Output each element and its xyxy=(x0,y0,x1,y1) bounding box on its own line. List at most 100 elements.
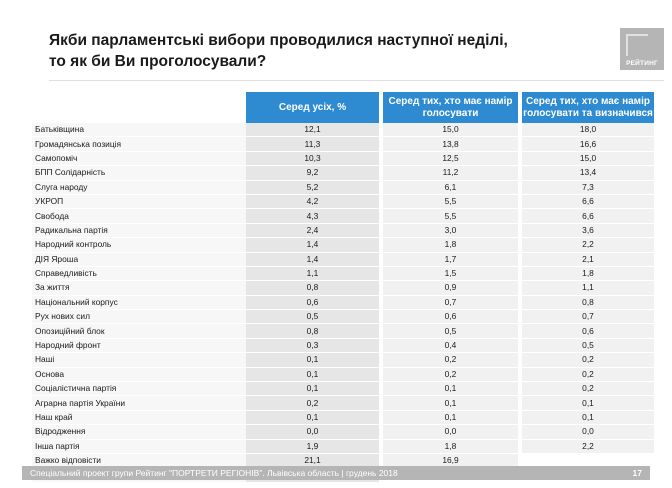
column-header-all: Серед усіх, % xyxy=(246,92,383,123)
value-decided-cell: 0,0 xyxy=(520,424,654,440)
party-name-cell: Національний корпус xyxy=(32,295,246,311)
table-row: Національний корпус 0,6 0,7 0,8 xyxy=(32,295,654,311)
value-decided-cell: 1,1 xyxy=(520,280,654,296)
table-row: Народний контроль 1,4 1,8 2,2 xyxy=(32,237,654,253)
value-decided-cell: 15,0 xyxy=(520,151,654,167)
value-voters-cell: 0,6 xyxy=(381,309,522,325)
table-row: Радикальна партія 2,4 3,0 3,6 xyxy=(32,223,654,239)
party-name-cell: Справедливість xyxy=(32,266,246,282)
page-number: 17 xyxy=(632,468,642,478)
value-decided-cell: 0,7 xyxy=(520,309,654,325)
value-all-cell: 0,0 xyxy=(246,424,383,440)
party-name-cell: Свобода xyxy=(32,208,246,224)
value-decided-cell: 2,2 xyxy=(520,439,654,454)
party-name-cell: ДІЯ Яроша xyxy=(32,252,246,267)
value-all-cell: 2,4 xyxy=(246,223,383,239)
footer-text: Спеціальний проект групи Рейтинг "ПОРТРЕ… xyxy=(30,468,398,478)
value-voters-cell: 0,1 xyxy=(381,381,522,397)
party-name-cell: БПП Солідарність xyxy=(32,165,246,181)
table-row: Наш край 0,1 0,1 0,1 xyxy=(32,410,654,426)
value-decided-cell: 6,6 xyxy=(520,194,654,210)
table-row: Відродження 0,0 0,0 0,0 xyxy=(32,424,654,440)
value-decided-cell: 0,1 xyxy=(520,410,654,426)
value-voters-cell: 0,4 xyxy=(381,338,522,354)
value-decided-cell: 16,6 xyxy=(520,136,654,152)
table-row: Батьківщина 12,1 15,0 18,0 xyxy=(32,123,654,138)
value-all-cell: 0,6 xyxy=(246,295,383,311)
value-all-cell: 0,1 xyxy=(246,381,383,397)
value-decided-cell: 0,6 xyxy=(520,323,654,339)
table-row: Інша партія 1,9 1,8 2,2 xyxy=(32,439,654,454)
party-name-cell: Громадянська позиція xyxy=(32,136,246,152)
poll-table: Серед усіх, % Серед тих, хто має намір г… xyxy=(32,92,654,483)
value-all-cell: 0,1 xyxy=(246,410,383,426)
value-decided-cell: 13,4 xyxy=(520,165,654,181)
value-decided-cell: 0,1 xyxy=(520,395,654,411)
value-all-cell: 0,1 xyxy=(246,367,383,383)
value-all-cell: 12,1 xyxy=(246,123,383,138)
table-row: Опозиційний блок 0,8 0,5 0,6 xyxy=(32,323,654,339)
column-header-decided: Серед тих, хто має намір голосувати та в… xyxy=(520,92,654,123)
slide-title: Якби парламентські вибори проводилися на… xyxy=(49,32,508,70)
party-name-cell: Аграрна партія України xyxy=(32,395,246,411)
value-all-cell: 1,1 xyxy=(246,266,383,282)
table-row: Свобода 4,3 5,5 6,6 xyxy=(32,208,654,224)
value-voters-cell: 5,5 xyxy=(381,194,522,210)
value-decided-cell: 0,2 xyxy=(520,367,654,383)
party-name-cell: УКРОП xyxy=(32,194,246,210)
party-name-cell: Наш край xyxy=(32,410,246,426)
value-voters-cell: 3,0 xyxy=(381,223,522,239)
table-row: Справедливість 1,1 1,5 1,8 xyxy=(32,266,654,282)
value-all-cell: 0,3 xyxy=(246,338,383,354)
table-row: Аграрна партія України 0,2 0,1 0,1 xyxy=(32,395,654,411)
value-voters-cell: 0,9 xyxy=(381,280,522,296)
value-decided-cell: 0,2 xyxy=(520,381,654,397)
value-all-cell: 0,1 xyxy=(246,352,383,368)
table-row: За життя 0,8 0,9 1,1 xyxy=(32,280,654,296)
value-all-cell: 0,2 xyxy=(246,395,383,411)
rating-logo: РЕЙТИНГ xyxy=(620,28,664,70)
value-all-cell: 5,2 xyxy=(246,180,383,195)
value-all-cell: 0,8 xyxy=(246,323,383,339)
value-all-cell: 0,8 xyxy=(246,280,383,296)
value-decided-cell: 18,0 xyxy=(520,123,654,138)
table-row: Соціалістична партія 0,1 0,1 0,2 xyxy=(32,381,654,397)
value-voters-cell: 12,5 xyxy=(381,151,522,167)
value-voters-cell: 15,0 xyxy=(381,123,522,138)
value-all-cell: 1,4 xyxy=(246,237,383,253)
table-row: ДІЯ Яроша 1,4 1,7 2,1 xyxy=(32,252,654,267)
table-row: Самопоміч 10,3 12,5 15,0 xyxy=(32,151,654,167)
party-name-cell: Важко відповісти xyxy=(32,453,246,469)
party-name-cell: Інша партія xyxy=(32,439,246,454)
value-voters-cell: 5,5 xyxy=(381,208,522,224)
party-name-cell: Слуга народу xyxy=(32,180,246,195)
value-decided-cell: 7,3 xyxy=(520,180,654,195)
value-all-cell: 4,2 xyxy=(246,194,383,210)
value-voters-cell: 1,8 xyxy=(381,439,522,454)
table-row: Народний фронт 0,3 0,4 0,5 xyxy=(32,338,654,354)
value-voters-cell: 0,0 xyxy=(381,424,522,440)
value-decided-cell: 0,5 xyxy=(520,338,654,354)
table-header-row: Серед усіх, % Серед тих, хто має намір г… xyxy=(32,92,654,123)
party-name-cell: За життя xyxy=(32,280,246,296)
party-name-cell: Народний контроль xyxy=(32,237,246,253)
value-voters-cell: 16,9 xyxy=(381,453,522,469)
value-decided-cell: 0,8 xyxy=(520,295,654,311)
value-decided-cell: 6,6 xyxy=(520,208,654,224)
value-voters-cell: 1,8 xyxy=(381,237,522,253)
party-name-cell: Основа xyxy=(32,367,246,383)
table-row: Важко відповісти 21,1 16,9 xyxy=(32,453,654,469)
table-row: БПП Солідарність 9,2 11,2 13,4 xyxy=(32,165,654,181)
party-name-cell: Рух нових сил xyxy=(32,309,246,325)
party-name-cell: Народний фронт xyxy=(32,338,246,354)
value-voters-cell: 0,1 xyxy=(381,395,522,411)
value-decided-cell: 1,8 xyxy=(520,266,654,282)
table-row: УКРОП 4,2 5,5 6,6 xyxy=(32,194,654,210)
value-voters-cell: 0,1 xyxy=(381,410,522,426)
value-voters-cell: 13,8 xyxy=(381,136,522,152)
table-row: Рух нових сил 0,5 0,6 0,7 xyxy=(32,309,654,325)
value-voters-cell: 6,1 xyxy=(381,180,522,195)
value-all-cell: 4,3 xyxy=(246,208,383,224)
value-decided-cell: 2,1 xyxy=(520,252,654,267)
table-row: Наші 0,1 0,2 0,2 xyxy=(32,352,654,368)
